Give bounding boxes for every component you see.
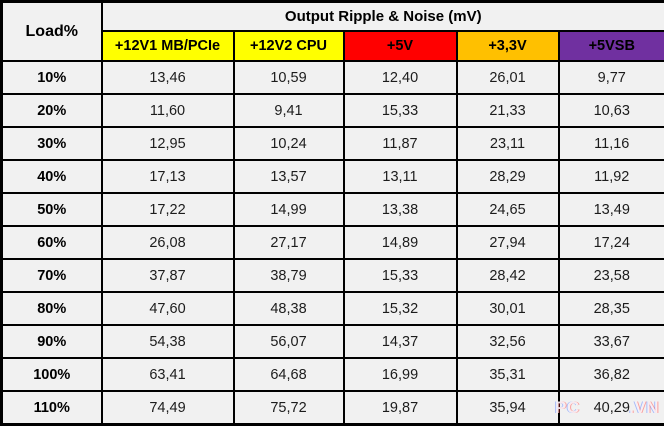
load-cell: 90%: [0, 324, 103, 360]
group-header-row: Load% Output Ripple & Noise (mV): [0, 0, 664, 62]
value-cell: 47,60: [100, 291, 235, 327]
load-column-header: Load%: [0, 0, 103, 62]
value-cell: 28,29: [455, 159, 560, 195]
load-cell: 70%: [0, 258, 103, 294]
column-header-4: +5VSB: [557, 30, 664, 62]
value-cell: 40,29: [557, 390, 664, 426]
table-row: 90% 54,38 56,07 14,37 32,56 33,67: [0, 324, 664, 360]
value-cell: 11,60: [100, 93, 235, 129]
voltage-header-row: +12V1 MB/PCIe +12V2 CPU +5V +3,3V +5VSB: [2, 30, 664, 62]
load-cell: 60%: [0, 225, 103, 261]
value-cell: 27,17: [232, 225, 345, 261]
column-header-0: +12V1 MB/PCIe: [100, 30, 235, 62]
value-cell: 10,63: [557, 93, 664, 129]
table-row: 10% 13,46 10,59 12,40 26,01 9,77: [0, 59, 664, 96]
load-cell: 80%: [0, 291, 103, 327]
table-body: 10% 13,46 10,59 12,40 26,01 9,77 20% 11,60 9,41 1…: [0, 59, 664, 426]
value-cell: 35,31: [455, 357, 560, 393]
value-cell: 14,99: [232, 192, 345, 228]
column-header-3: +3,3V: [455, 30, 560, 62]
value-cell: 14,89: [342, 225, 458, 261]
value-cell: 13,46: [100, 59, 235, 96]
value-cell: 12,95: [100, 126, 235, 162]
load-cell: 20%: [0, 93, 103, 129]
value-cell: 13,57: [232, 159, 345, 195]
value-cell: 17,22: [100, 192, 235, 228]
value-cell: 19,87: [342, 390, 458, 426]
table-row: 80% 47,60 48,38 15,32 30,01 28,35: [0, 291, 664, 327]
value-cell: 26,08: [100, 225, 235, 261]
value-cell: 11,92: [557, 159, 664, 195]
column-header-1: +12V2 CPU: [232, 30, 345, 62]
value-cell: 12,40: [342, 59, 458, 96]
table-title: Output Ripple & Noise (mV): [100, 0, 664, 32]
value-cell: 13,38: [342, 192, 458, 228]
value-cell: 75,72: [232, 390, 345, 426]
value-cell: 9,41: [232, 93, 345, 129]
value-cell: 24,65: [455, 192, 560, 228]
load-cell: 10%: [0, 59, 103, 96]
value-cell: 27,94: [455, 225, 560, 261]
value-cell: 10,59: [232, 59, 345, 96]
value-cell: 13,49: [557, 192, 664, 228]
table-row: 110% 74,49 75,72 19,87 35,94 40,29: [0, 390, 664, 426]
value-cell: 17,24: [557, 225, 664, 261]
table-row: 30% 12,95 10,24 11,87 23,11 11,16: [0, 126, 664, 162]
value-cell: 28,35: [557, 291, 664, 327]
value-cell: 37,87: [100, 258, 235, 294]
value-cell: 32,56: [455, 324, 560, 360]
table-row: 50% 17,22 14,99 13,38 24,65 13,49: [0, 192, 664, 228]
load-cell: 100%: [0, 357, 103, 393]
load-cell: 30%: [0, 126, 103, 162]
value-cell: 9,77: [557, 59, 664, 96]
table-row: 70% 37,87 38,79 15,33 28,42 23,58: [0, 258, 664, 294]
value-cell: 10,24: [232, 126, 345, 162]
value-cell: 14,37: [342, 324, 458, 360]
value-cell: 15,33: [342, 93, 458, 129]
value-cell: 21,33: [455, 93, 560, 129]
value-cell: 56,07: [232, 324, 345, 360]
value-cell: 33,67: [557, 324, 664, 360]
value-cell: 15,33: [342, 258, 458, 294]
table-row: 40% 17,13 13,57 13,11 28,29 11,92: [0, 159, 664, 195]
value-cell: 54,38: [100, 324, 235, 360]
value-cell: 74,49: [100, 390, 235, 426]
value-cell: 26,01: [455, 59, 560, 96]
load-cell: 40%: [0, 159, 103, 195]
load-cell: 50%: [0, 192, 103, 228]
value-cell: 35,94: [455, 390, 560, 426]
table-row: 100% 63,41 64,68 16,99 35,31 36,82: [0, 357, 664, 393]
value-cell: 63,41: [100, 357, 235, 393]
table-row: 60% 26,08 27,17 14,89 27,94 17,24: [0, 225, 664, 261]
value-cell: 23,11: [455, 126, 560, 162]
value-cell: 17,13: [100, 159, 235, 195]
value-cell: 11,16: [557, 126, 664, 162]
value-cell: 38,79: [232, 258, 345, 294]
table-row: 20% 11,60 9,41 15,33 21,33 10,63: [0, 93, 664, 129]
value-cell: 11,87: [342, 126, 458, 162]
value-cell: 16,99: [342, 357, 458, 393]
value-cell: 23,58: [557, 258, 664, 294]
value-cell: 28,42: [455, 258, 560, 294]
value-cell: 48,38: [232, 291, 345, 327]
value-cell: 13,11: [342, 159, 458, 195]
value-cell: 36,82: [557, 357, 664, 393]
load-cell: 110%: [0, 390, 103, 426]
value-cell: 30,01: [455, 291, 560, 327]
value-cell: 15,32: [342, 291, 458, 327]
column-header-2: +5V: [342, 30, 458, 62]
value-cell: 64,68: [232, 357, 345, 393]
